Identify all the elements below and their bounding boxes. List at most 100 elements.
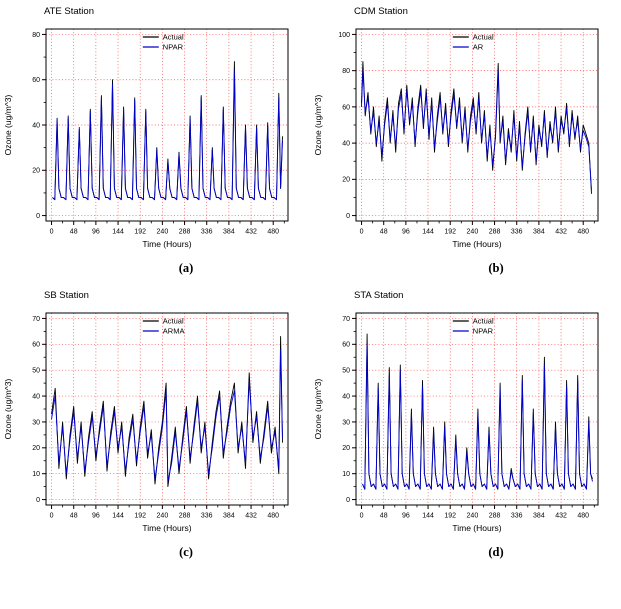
- svg-text:Time (Hours): Time (Hours): [142, 239, 191, 249]
- svg-text:20: 20: [342, 177, 350, 184]
- svg-text:50: 50: [32, 368, 40, 375]
- svg-text:NPAR: NPAR: [163, 43, 184, 52]
- chart-title-sb: SB Station: [44, 290, 89, 301]
- svg-text:288: 288: [179, 513, 191, 520]
- svg-text:240: 240: [467, 513, 479, 520]
- svg-text:40: 40: [342, 393, 350, 400]
- plot-cdm: 0 48 96 144 192 240 288 336 384 432 480 0 20 40 60 80 10…: [313, 28, 599, 249]
- svg-text:48: 48: [70, 229, 78, 236]
- svg-text:60: 60: [342, 342, 350, 349]
- svg-text:NPAR: NPAR: [473, 327, 494, 336]
- svg-text:288: 288: [489, 229, 501, 236]
- svg-text:60: 60: [32, 342, 40, 349]
- svg-text:480: 480: [577, 229, 589, 236]
- svg-text:Actual: Actual: [163, 33, 184, 42]
- svg-text:AR: AR: [473, 43, 484, 52]
- chart-caption-c: (c): [179, 545, 193, 559]
- svg-text:240: 240: [467, 229, 479, 236]
- svg-text:192: 192: [444, 229, 456, 236]
- svg-text:30: 30: [32, 419, 40, 426]
- svg-text:336: 336: [201, 229, 213, 236]
- svg-text:144: 144: [422, 513, 434, 520]
- svg-text:0: 0: [346, 213, 350, 220]
- svg-text:96: 96: [402, 513, 410, 520]
- svg-text:144: 144: [112, 229, 124, 236]
- svg-text:48: 48: [70, 513, 78, 520]
- svg-text:60: 60: [342, 104, 350, 111]
- svg-text:192: 192: [134, 513, 146, 520]
- svg-text:Time (Hours): Time (Hours): [142, 523, 191, 533]
- svg-text:0: 0: [50, 513, 54, 520]
- svg-text:20: 20: [32, 168, 40, 175]
- chart-caption-a: (a): [178, 261, 194, 275]
- svg-text:336: 336: [201, 513, 213, 520]
- svg-text:Ozone (ug/m^3): Ozone (ug/m^3): [313, 378, 323, 439]
- figure-ozone-stations: ATE Station 0 48 96 144 192 240 288 336 384 432 48…: [0, 6, 616, 560]
- svg-text:10: 10: [342, 471, 350, 478]
- svg-text:0: 0: [360, 513, 364, 520]
- svg-text:480: 480: [267, 513, 279, 520]
- svg-text:40: 40: [32, 122, 40, 129]
- svg-text:384: 384: [533, 513, 545, 520]
- svg-text:240: 240: [157, 513, 169, 520]
- svg-text:70: 70: [342, 316, 350, 323]
- plot-sb: 0 48 96 144 192 240 288 336 384 432 480 0 10 20 30 40 50…: [3, 312, 289, 533]
- svg-text:384: 384: [223, 229, 235, 236]
- svg-text:Actual: Actual: [473, 317, 494, 326]
- svg-text:0: 0: [50, 229, 54, 236]
- svg-text:0: 0: [36, 497, 40, 504]
- svg-text:Actual: Actual: [473, 33, 494, 42]
- svg-text:Time (Hours): Time (Hours): [452, 239, 501, 249]
- chart-caption-d: (d): [488, 545, 504, 559]
- chart-title-ate: ATE Station: [44, 6, 94, 17]
- svg-text:20: 20: [32, 445, 40, 452]
- svg-text:288: 288: [489, 513, 501, 520]
- svg-text:144: 144: [112, 513, 124, 520]
- svg-text:Actual: Actual: [163, 317, 184, 326]
- svg-text:384: 384: [533, 229, 545, 236]
- svg-text:Ozone (ug/m^3): Ozone (ug/m^3): [313, 94, 323, 155]
- svg-text:48: 48: [380, 229, 388, 236]
- svg-text:50: 50: [342, 368, 350, 375]
- chart-title-sta: STA Station: [354, 290, 404, 301]
- svg-text:100: 100: [338, 32, 350, 39]
- svg-text:70: 70: [32, 316, 40, 323]
- chart-caption-b: (b): [488, 261, 504, 275]
- svg-text:30: 30: [342, 419, 350, 426]
- svg-text:336: 336: [511, 513, 523, 520]
- svg-text:96: 96: [402, 229, 410, 236]
- svg-text:40: 40: [342, 141, 350, 148]
- svg-text:336: 336: [511, 229, 523, 236]
- svg-text:96: 96: [92, 513, 100, 520]
- svg-text:Ozone (ug/m^3): Ozone (ug/m^3): [3, 94, 13, 155]
- chart-cell-b: CDM Station 0 48 96 144 192 240 288 336 384 432 48…: [310, 6, 616, 276]
- svg-text:96: 96: [92, 229, 100, 236]
- svg-text:288: 288: [179, 229, 191, 236]
- svg-text:240: 240: [157, 229, 169, 236]
- chart-cell-c: SB Station 0 48 96 144 192 240 288 336 384 432 480…: [0, 290, 306, 560]
- svg-text:432: 432: [555, 229, 567, 236]
- svg-text:ARMA: ARMA: [163, 327, 185, 336]
- chart-cell-a: ATE Station 0 48 96 144 192 240 288 336 384 432 48…: [0, 6, 306, 276]
- svg-text:432: 432: [245, 229, 257, 236]
- svg-text:144: 144: [422, 229, 434, 236]
- svg-text:432: 432: [245, 513, 257, 520]
- svg-text:80: 80: [32, 32, 40, 39]
- chart-cell-d: STA Station 0 48 96 144 192 240 288 336 384 432 48…: [310, 290, 616, 560]
- svg-text:0: 0: [360, 229, 364, 236]
- svg-text:80: 80: [342, 68, 350, 75]
- svg-text:Time (Hours): Time (Hours): [452, 523, 501, 533]
- svg-text:432: 432: [555, 513, 567, 520]
- svg-text:0: 0: [346, 497, 350, 504]
- svg-text:48: 48: [380, 513, 388, 520]
- chart-title-cdm: CDM Station: [354, 6, 408, 17]
- svg-text:480: 480: [267, 229, 279, 236]
- svg-text:40: 40: [32, 393, 40, 400]
- plot-ate: 0 48 96 144 192 240 288 336 384 432 480 0 20 40 60 80 Ti…: [3, 28, 289, 249]
- svg-text:0: 0: [36, 213, 40, 220]
- svg-text:192: 192: [444, 513, 456, 520]
- svg-text:480: 480: [577, 513, 589, 520]
- svg-text:192: 192: [134, 229, 146, 236]
- svg-text:10: 10: [32, 471, 40, 478]
- svg-text:20: 20: [342, 445, 350, 452]
